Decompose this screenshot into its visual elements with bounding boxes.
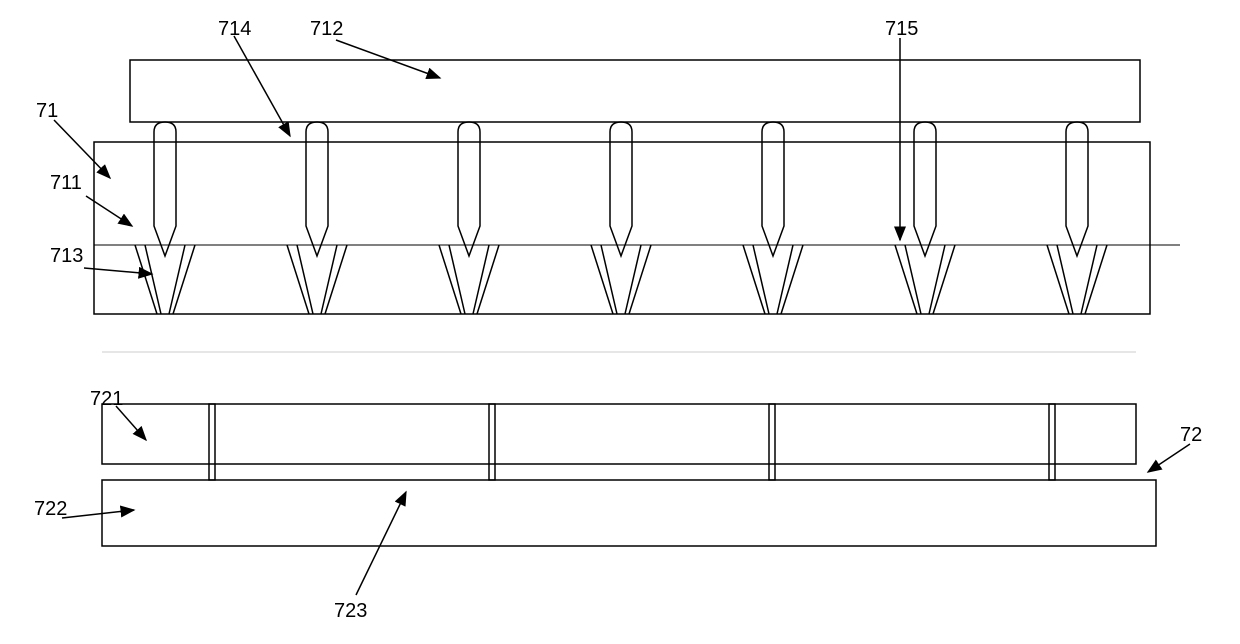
label-723: 723 xyxy=(334,600,367,623)
diagram-svg xyxy=(0,0,1240,644)
label-712: 712 xyxy=(310,18,343,41)
label-714: 714 xyxy=(218,18,251,41)
label-72: 72 xyxy=(1180,424,1202,447)
label-721: 721 xyxy=(90,388,123,411)
label-713: 713 xyxy=(50,245,83,268)
label-722: 722 xyxy=(34,498,67,521)
label-711: 711 xyxy=(50,172,82,195)
label-715: 715 xyxy=(885,18,918,41)
label-71: 71 xyxy=(36,100,58,123)
